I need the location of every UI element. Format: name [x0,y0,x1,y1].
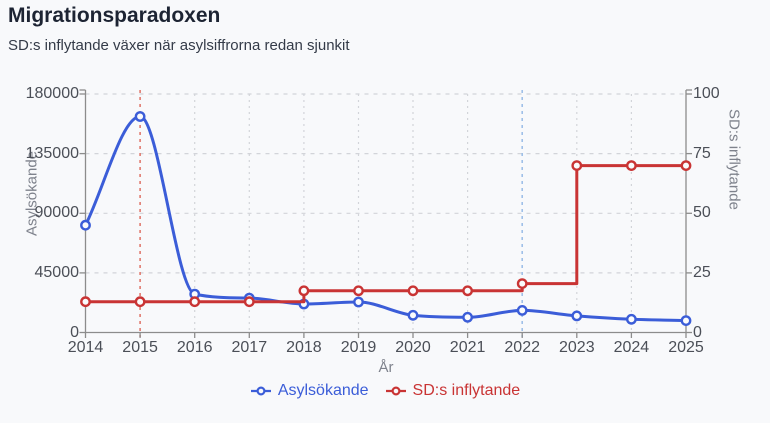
data-point-marker [80,219,91,231]
data-point-marker [462,285,473,297]
x-axis-tick-label: 2019 [340,339,377,356]
data-point-marker [516,278,528,289]
data-point-marker [626,313,637,325]
y-axis-left-tick-label: 90000 [34,204,80,222]
y-axis-left-tick-label: 45000 [34,263,80,281]
line-marker-icon [385,386,406,396]
data-point-marker [134,296,146,308]
data-point-marker [571,310,583,322]
data-point-marker [243,296,255,308]
data-point-marker [407,285,419,297]
x-axis-tick-label: 2014 [67,339,104,356]
chart-legend: Asylsökande SD:s inflytande [0,380,770,402]
chart-title: Migrationsparadoxen [8,4,221,27]
x-axis-tick-label: 2015 [122,339,158,356]
data-point-marker [571,160,583,172]
x-axis-tick-label: 2025 [668,339,704,356]
x-axis-tick-label: 2016 [176,339,213,356]
data-point-marker [134,111,146,122]
y-axis-right-tick-label: 25 [693,263,711,281]
legend-item-asylsokande[interactable]: Asylsökande [250,383,369,399]
x-axis-tick-label: 2022 [504,339,540,356]
y-axis-right-tick-label: 100 [693,85,720,102]
data-point-marker [353,285,364,297]
y-axis-left-tick-label: 0 [70,323,79,341]
x-axis-tick-label: 2017 [231,339,268,356]
data-point-marker [516,304,528,316]
y-axis-left-tick-label: 135000 [25,144,79,162]
legend-item-sd-inflytande[interactable]: SD:s inflytande [385,382,521,399]
y-axis-right-tick-label: 0 [693,323,702,341]
data-point-marker [680,315,692,326]
y-axis-right-tick-label: 50 [693,204,711,222]
y-axis-left-tick-label: 180000 [25,85,79,102]
legend-label-sd-inflytande: SD:s inflytande [412,382,521,399]
x-axis-title: År [378,359,394,376]
data-point-marker [626,160,637,172]
data-point-marker [462,311,473,323]
line-marker-icon [250,386,271,396]
data-point-marker [80,296,91,308]
chart-subtitle: SD:s inflytande växer när asylsiffrorna … [8,37,350,54]
data-point-marker [680,160,692,172]
x-axis-tick-label: 2024 [613,339,650,356]
data-point-marker [298,285,310,297]
legend-label-asylsokande: Asylsökande [277,382,369,399]
y-axis-right-tick-label: 75 [693,144,711,162]
data-point-marker [189,296,201,308]
sd-inflytande-line [84,164,688,304]
data-point-marker [353,296,364,308]
x-axis-tick-label: 2023 [559,339,595,356]
data-point-marker [407,309,419,321]
x-axis-tick-label: 2021 [449,339,486,356]
x-axis-tick-label: 2018 [286,339,322,356]
x-axis-tick-label: 2020 [395,339,431,356]
